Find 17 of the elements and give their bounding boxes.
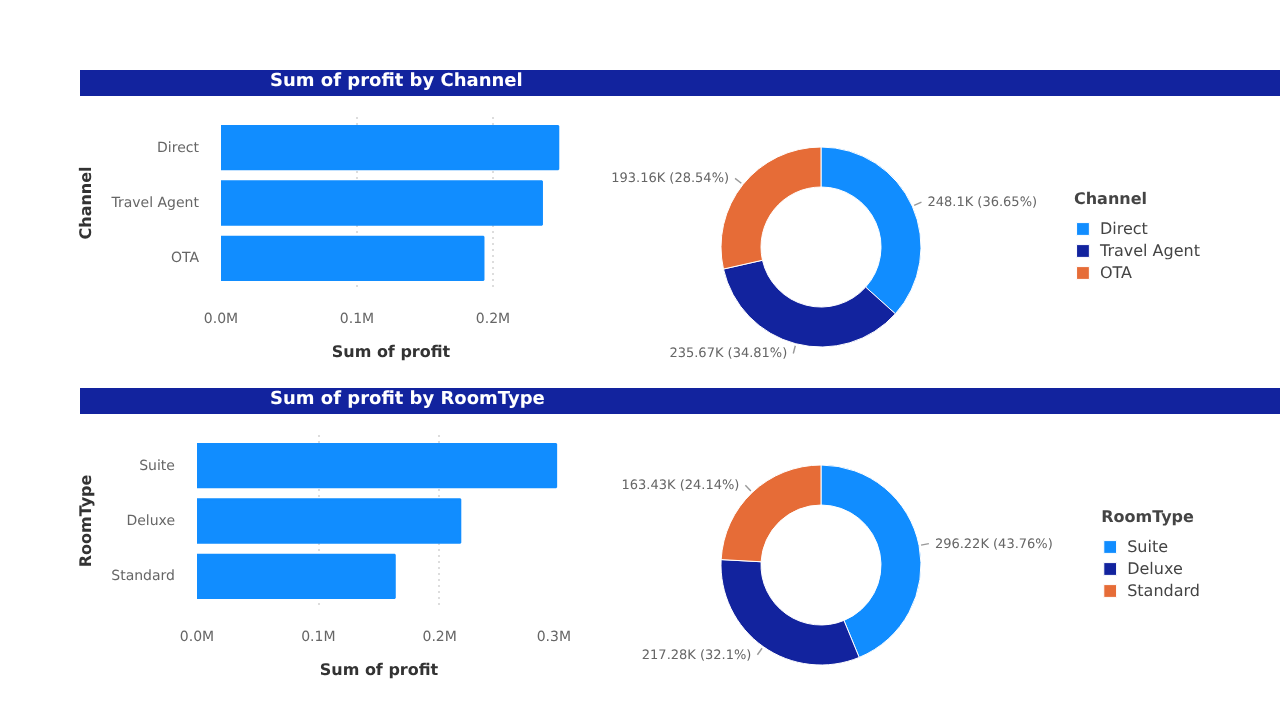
legend-label: Direct bbox=[1099, 218, 1148, 238]
bar bbox=[221, 180, 543, 226]
chart-title: Sum of profit by RoomType bbox=[270, 388, 545, 414]
x-axis-title: Sum of profit bbox=[319, 661, 439, 679]
legend-label: OTA bbox=[1099, 262, 1135, 282]
y-axis-title: RoomType bbox=[77, 473, 96, 568]
y-axis-title: Channel bbox=[77, 165, 96, 240]
bar bbox=[221, 124, 560, 171]
legend-label: Travel Agent bbox=[1099, 240, 1200, 260]
legend-title: Channel bbox=[1073, 190, 1150, 208]
legend-label: Standard bbox=[1127, 580, 1200, 600]
bar bbox=[221, 235, 485, 282]
legend-title: RoomType bbox=[1101, 508, 1196, 526]
legend-label: Deluxe bbox=[1127, 558, 1183, 578]
legend-label: Suite bbox=[1127, 536, 1169, 556]
x-axis-title: Sum of profit bbox=[331, 343, 451, 361]
chart-title: Sum of profit by Channel bbox=[270, 70, 523, 96]
